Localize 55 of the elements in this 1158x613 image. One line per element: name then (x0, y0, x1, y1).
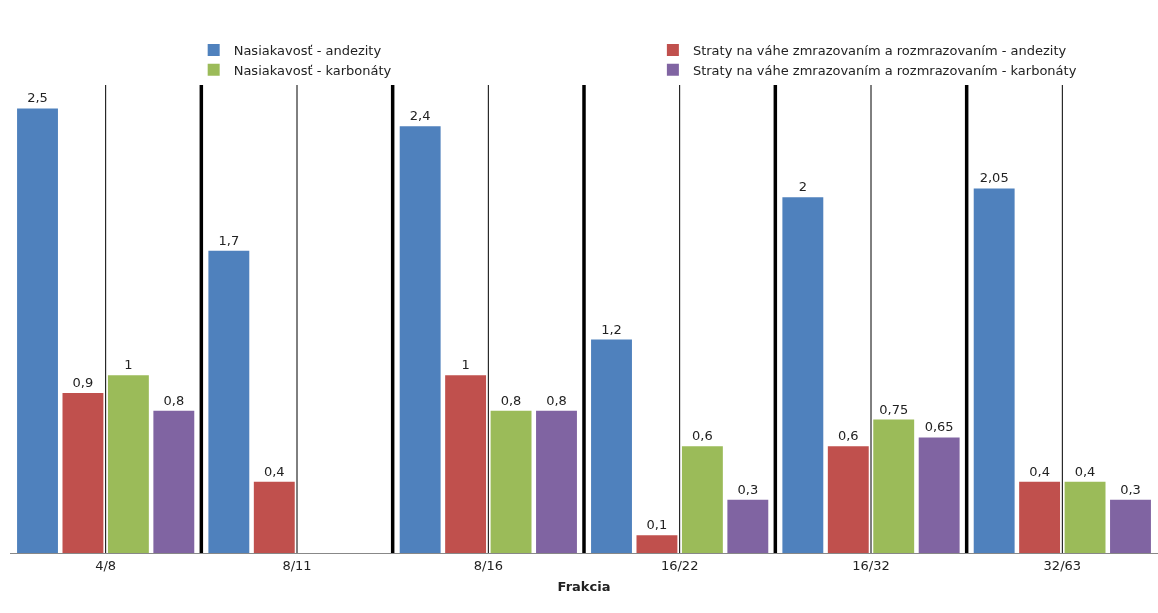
data-label: 1,2 (601, 321, 622, 337)
bar (973, 188, 1015, 553)
legend-label: Nasiakavosť - andezity (233, 43, 382, 59)
data-label: 0,4 (263, 463, 285, 479)
bar (1064, 481, 1106, 553)
data-label: 2,5 (27, 90, 48, 106)
bar (17, 108, 58, 553)
data-label: 0,8 (500, 392, 522, 408)
data-label: 0,6 (692, 428, 713, 444)
bar (591, 339, 632, 553)
bar (208, 250, 250, 553)
bar (727, 499, 769, 553)
data-label: 1,7 (218, 232, 240, 248)
bar (1019, 481, 1061, 553)
x-tick-label: 4/8 (95, 557, 117, 573)
bar (827, 446, 869, 553)
data-label: 0,8 (163, 392, 185, 408)
data-label: 0,3 (737, 481, 759, 497)
legend-label: Straty na váhe zmrazovaním a rozmrazovaním - karbonáty (692, 62, 1077, 78)
bar (536, 410, 577, 553)
bar (918, 437, 960, 553)
x-tick-label: 8/16 (473, 557, 503, 573)
data-label: 0,75 (879, 401, 909, 417)
bar (681, 446, 723, 553)
bar (873, 419, 915, 553)
data-label: 2,4 (409, 108, 431, 124)
bar (399, 126, 441, 553)
data-label: 1 (461, 357, 470, 373)
data-label: 0,65 (924, 419, 954, 435)
x-tick-label: 8/11 (282, 557, 312, 573)
data-label: 0,9 (72, 374, 94, 390)
x-axis-title: Frakcia (557, 579, 611, 595)
bar (62, 392, 104, 553)
bar (153, 410, 195, 553)
bar (636, 535, 678, 553)
bar (1110, 499, 1151, 553)
bar (782, 197, 824, 553)
data-label: 2,05 (979, 170, 1009, 186)
data-label: 0,8 (546, 392, 567, 408)
data-label: 1 (124, 357, 133, 373)
bar (490, 410, 532, 553)
data-label: 0,6 (837, 428, 859, 444)
data-label: 2 (798, 179, 807, 195)
data-label: 0,1 (646, 517, 668, 533)
legend-label: Nasiakavosť - karbonáty (233, 62, 392, 78)
x-tick-label: 32/63 (1043, 557, 1082, 573)
bar (445, 375, 487, 553)
data-label: 0,3 (1120, 481, 1141, 497)
bar (107, 375, 149, 553)
bar (253, 481, 295, 553)
data-label: 0,4 (1029, 463, 1050, 479)
x-tick-label: 16/22 (660, 557, 699, 573)
data-label: 0,4 (1074, 463, 1096, 479)
legend-label: Straty na váhe zmrazovaním a rozmrazovaním - andezity (692, 43, 1067, 59)
x-tick-label: 16/32 (852, 557, 890, 573)
